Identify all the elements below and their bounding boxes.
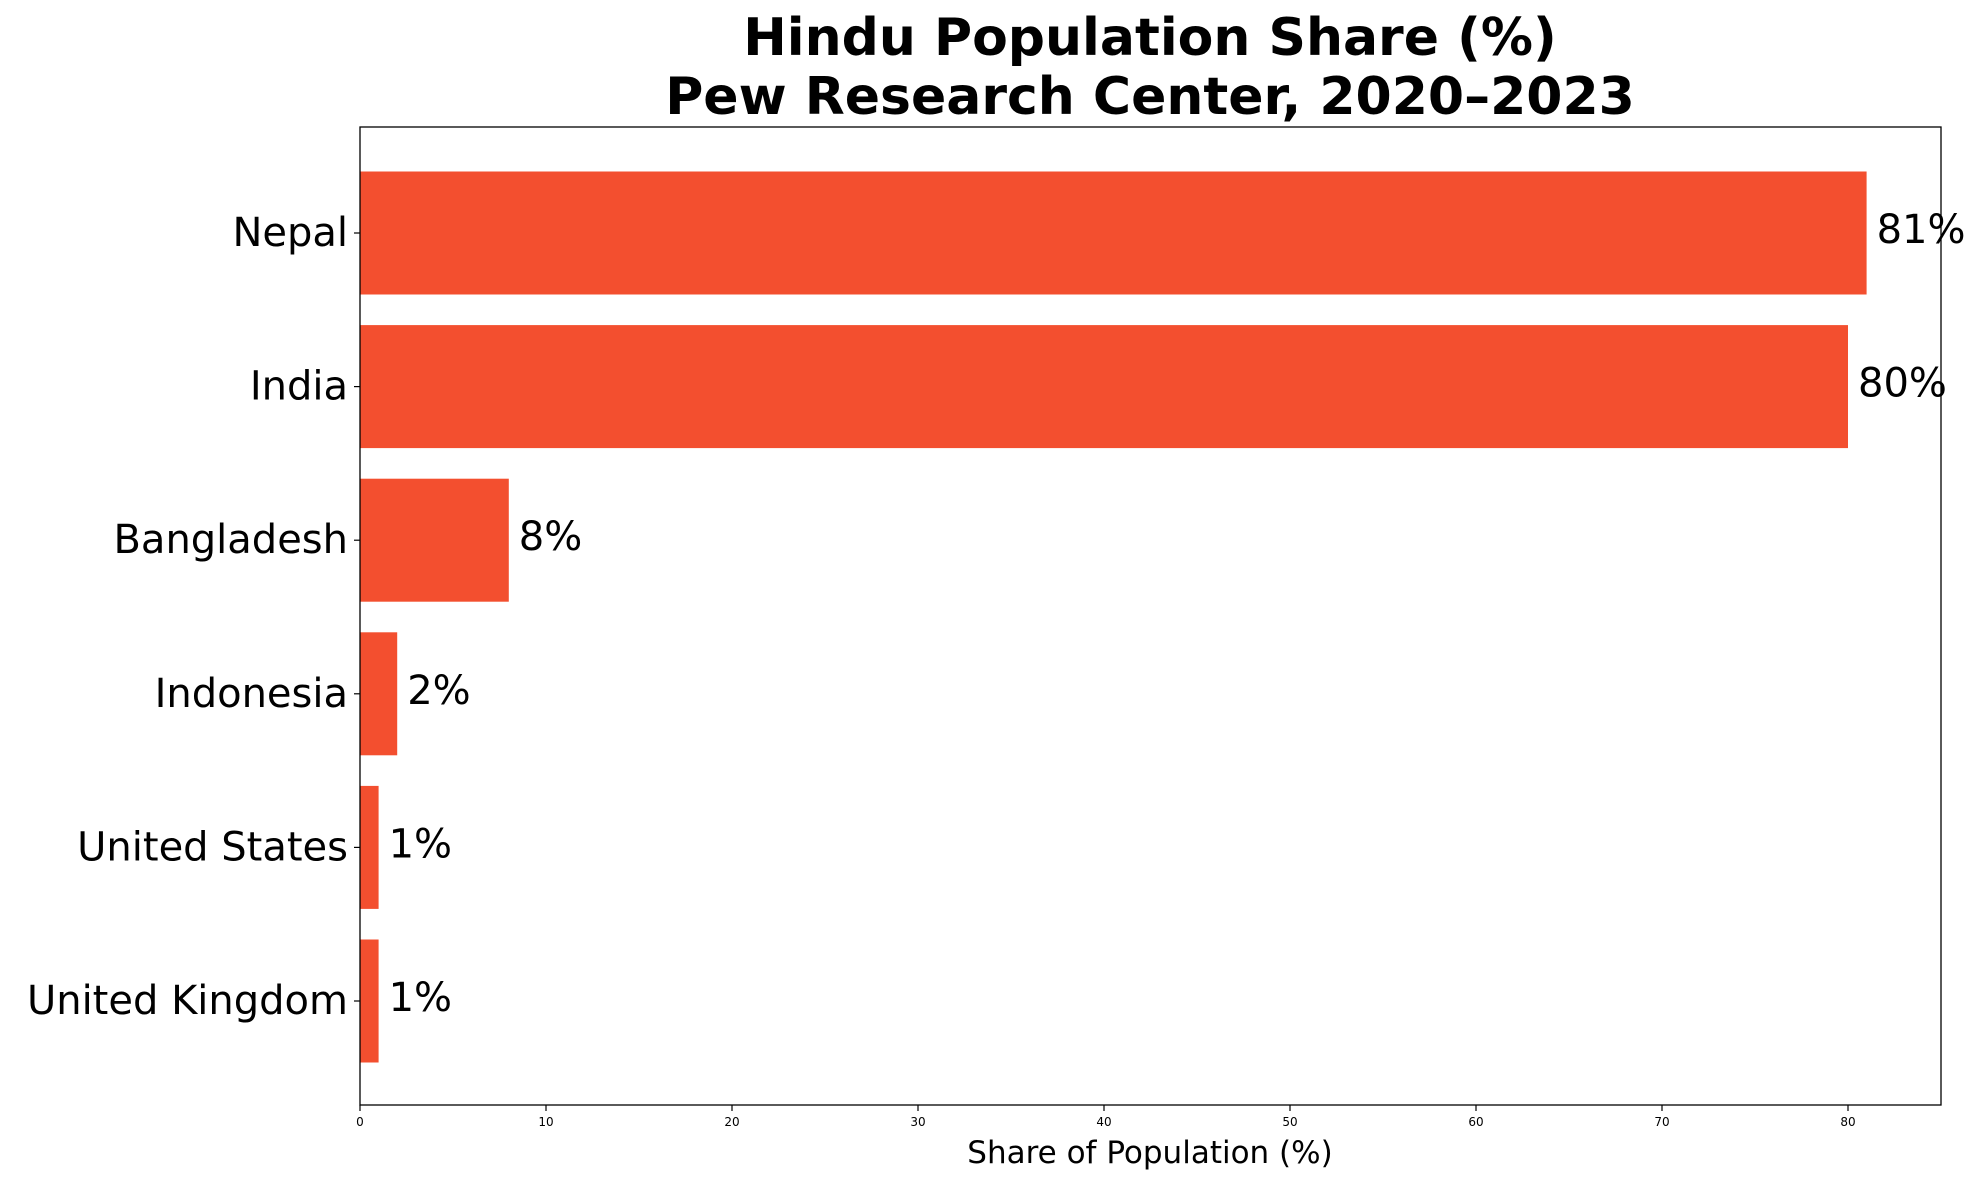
bars-group [360, 171, 1867, 1063]
data-label-united-kingdom: 1% [389, 975, 452, 1021]
category-label-united-states: United States [77, 824, 348, 870]
x-tick-label-10: 10 [538, 1115, 553, 1129]
bar-india [360, 325, 1848, 449]
data-label-nepal: 81% [1877, 207, 1966, 253]
category-label-united-kingdom: United Kingdom [27, 978, 348, 1024]
data-labels-group: 81% 80% 8% 2% 1% 1% [389, 207, 1966, 1021]
category-labels-group: Nepal India Bangladesh Indonesia United Stat… [27, 210, 360, 1024]
category-label-nepal: Nepal [232, 210, 348, 256]
plot-area-frame [359, 126, 1942, 1106]
x-tick-label-70: 70 [1654, 1115, 1669, 1129]
category-label-bangladesh: Bangladesh [113, 517, 348, 563]
x-tick-label-60: 60 [1468, 1115, 1483, 1129]
data-label-united-states: 1% [389, 821, 452, 867]
x-tick-label-30: 30 [910, 1115, 925, 1129]
data-label-india: 80% [1858, 361, 1947, 407]
data-label-bangladesh: 8% [519, 514, 582, 560]
x-tick-label-80: 80 [1840, 1115, 1855, 1129]
category-label-india: India [250, 364, 348, 410]
category-label-indonesia: Indonesia [155, 671, 348, 717]
x-tick-label-50: 50 [1282, 1115, 1297, 1129]
chart-title-line-1: Hindu Population Share (%) [743, 8, 1556, 68]
bar-indonesia [360, 632, 398, 756]
bar-bangladesh [360, 478, 509, 602]
x-tick-label-0: 0 [356, 1115, 364, 1129]
x-axis-ticks-group: 0 10 20 30 40 50 60 70 80 [356, 1105, 1856, 1129]
bar-united-kingdom [360, 939, 379, 1063]
bar-united-states [360, 785, 379, 909]
chart-title-line-2: Pew Research Center, 2020–2023 [665, 67, 1635, 127]
x-tick-label-40: 40 [1096, 1115, 1111, 1129]
x-axis-label: Share of Population (%) [967, 1135, 1332, 1171]
x-tick-label-20: 20 [724, 1115, 739, 1129]
data-label-indonesia: 2% [407, 668, 470, 714]
bar-nepal [360, 171, 1867, 295]
